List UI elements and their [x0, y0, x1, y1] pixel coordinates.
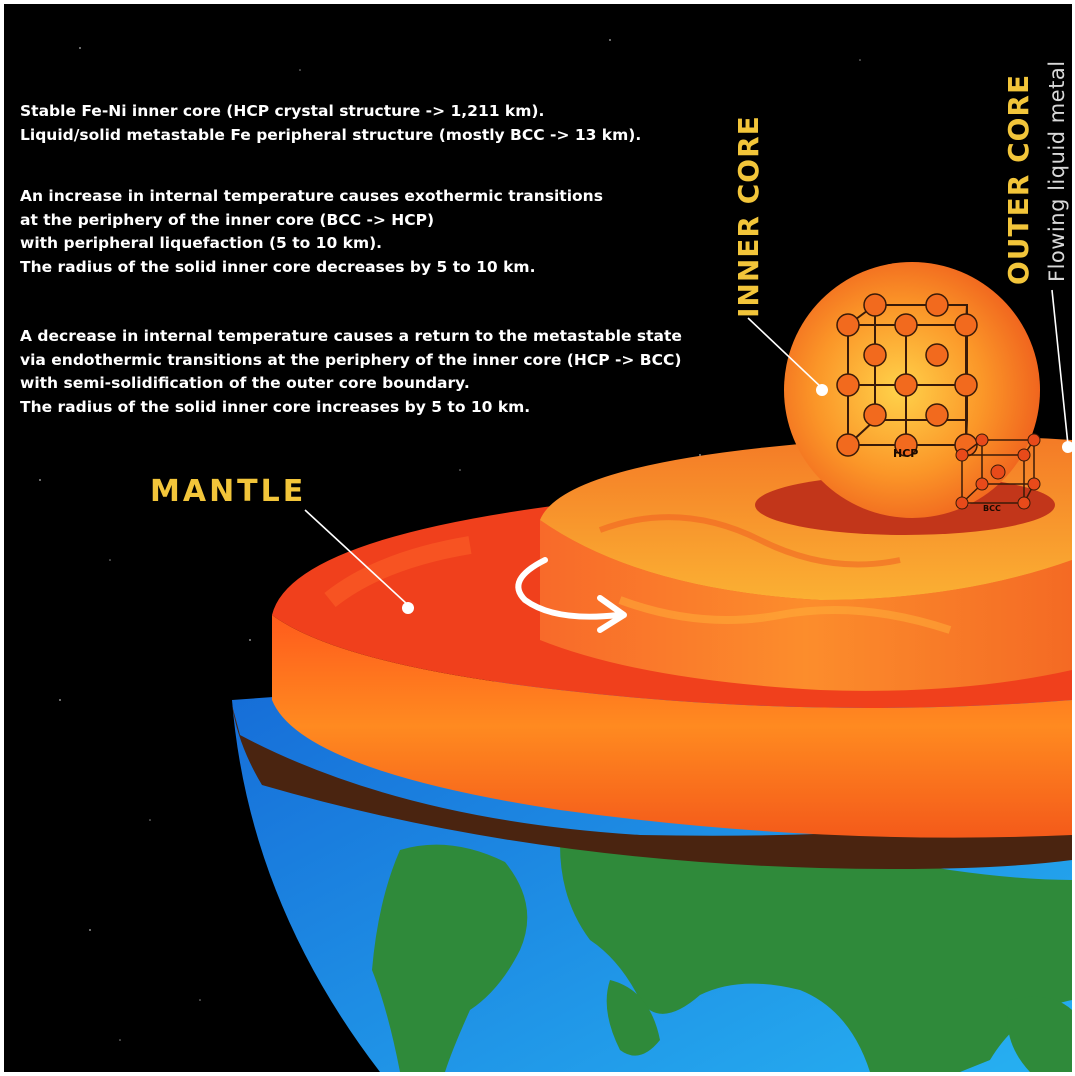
outer-core-label: OUTER CORE — [1002, 73, 1035, 285]
description-line: with semi-solidification of the outer co… — [20, 374, 470, 392]
hcp-label: HCP — [893, 447, 918, 460]
description-line: The radius of the solid inner core incre… — [20, 397, 531, 416]
pointer-dots — [402, 384, 1072, 614]
mantle-label: MANTLE — [150, 474, 307, 509]
bcc-atoms — [955, 433, 1041, 510]
hcp-atoms — [836, 293, 978, 457]
inner-core-label: INNER CORE — [732, 115, 765, 318]
description-line: with peripheral liquefaction (5 to 10 km… — [20, 234, 383, 252]
stars — [29, 39, 861, 1041]
description-paragraph-1: Stable Fe-Ni inner core (HCP crystal str… — [20, 100, 641, 147]
flowing-liquid-metal-label: Flowing liquid metal — [1045, 60, 1069, 282]
description-paragraph-2: An increase in internal temperature caus… — [20, 185, 603, 279]
description-line: Liquid/solid metastable Fe peripheral st… — [20, 125, 642, 144]
description-line: An increase in internal temperature caus… — [20, 187, 603, 205]
description-line: The radius of the solid inner core decre… — [20, 257, 536, 276]
pointer-lines — [304, 289, 1069, 606]
bcc-label: BCC — [983, 504, 1001, 513]
mantle-side — [272, 615, 1072, 838]
description-line: A decrease in internal temperature cause… — [20, 327, 682, 345]
continent-asia — [560, 837, 1072, 1072]
description-line: Stable Fe-Ni inner core (HCP crystal str… — [20, 102, 545, 120]
rotation-arrow — [515, 557, 621, 620]
description-line: at the periphery of the inner core (BCC … — [20, 210, 435, 229]
continent-africa — [372, 844, 528, 1072]
outer-core-side — [540, 520, 1072, 691]
description-paragraph-3: A decrease in internal temperature cause… — [20, 325, 682, 419]
description-line: via endothermic transitions at the perip… — [20, 350, 682, 369]
crust-rim — [232, 705, 1072, 869]
